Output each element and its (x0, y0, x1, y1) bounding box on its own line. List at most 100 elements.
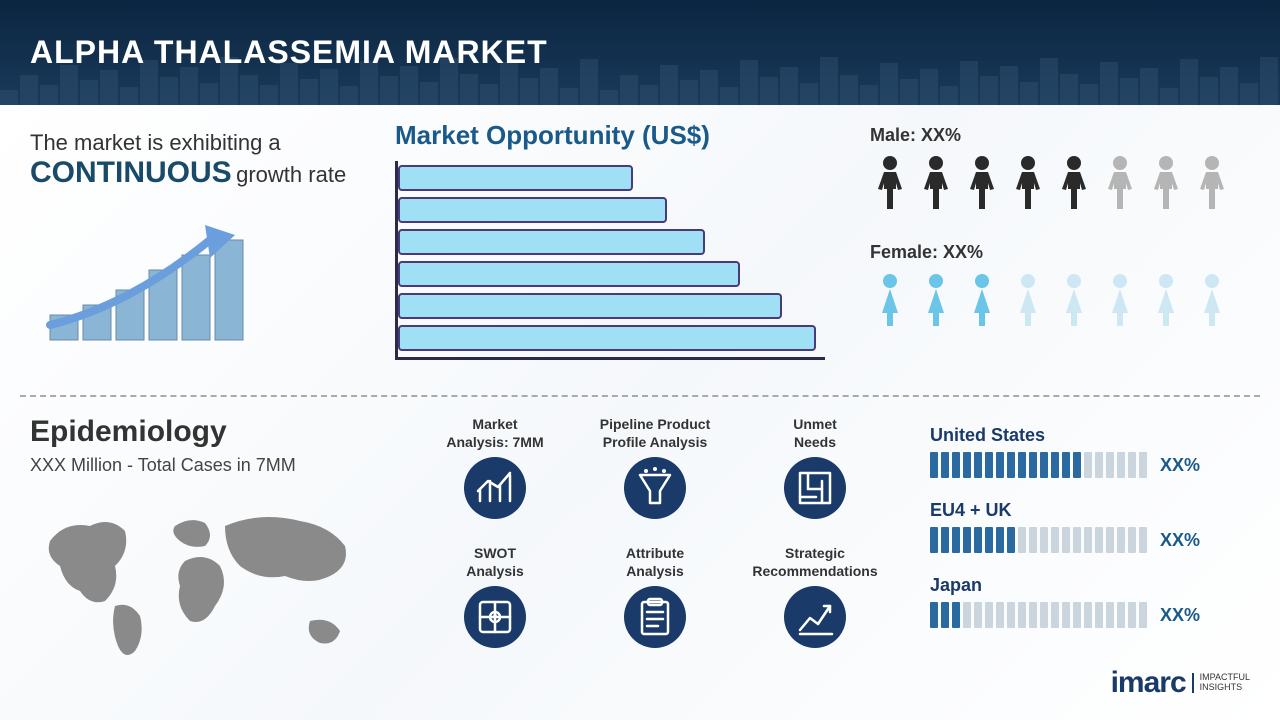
region-name: United States (930, 425, 1260, 446)
tally-mark (1139, 452, 1147, 478)
region-percent: XX% (1160, 530, 1200, 551)
tally-mark (963, 527, 971, 553)
swot-icon: ? (464, 586, 526, 648)
tally-mark (963, 452, 971, 478)
tally-mark (1095, 452, 1103, 478)
region-tally-row: XX% (930, 452, 1260, 478)
region-panel: United States XX% EU4 + UK XX% JapanXX% (930, 425, 1260, 650)
female-person-icon (870, 271, 910, 334)
female-person-icon (962, 271, 1002, 334)
tally-mark (1007, 602, 1015, 628)
tally-mark (1018, 602, 1026, 628)
epidemiology-panel: Epidemiology XXX Million - Total Cases i… (30, 415, 390, 676)
tally-mark (941, 452, 949, 478)
category-item: SWOTAnalysis? (420, 544, 570, 648)
tally-mark (1128, 602, 1136, 628)
section-divider (20, 395, 1260, 397)
tally-mark (1029, 452, 1037, 478)
tally-mark (1029, 527, 1037, 553)
tally-mark (1084, 602, 1092, 628)
opportunity-bar (398, 325, 816, 351)
tally-mark (1040, 527, 1048, 553)
male-person-icon (870, 154, 910, 217)
male-icon-row (870, 154, 1260, 217)
opportunity-title: Market Opportunity (US$) (395, 120, 825, 151)
world-map-icon (30, 491, 390, 676)
clipboard-icon (624, 586, 686, 648)
female-label: Female: XX% (870, 242, 1260, 263)
growth-rest: growth rate (236, 162, 346, 187)
tally-mark (1106, 602, 1114, 628)
tally-mark (985, 602, 993, 628)
tally-mark (974, 452, 982, 478)
growth-chart-icon (30, 210, 370, 355)
tally-mark (1073, 452, 1081, 478)
tally-mark (1139, 602, 1147, 628)
category-label: UnmetNeeds (793, 415, 837, 451)
tally-mark (1095, 527, 1103, 553)
tally-mark (974, 527, 982, 553)
region-name: EU4 + UK (930, 500, 1260, 521)
region-block: United States XX% (930, 425, 1260, 478)
tally-mark (930, 527, 938, 553)
female-person-icon (1054, 271, 1094, 334)
svg-text:?: ? (493, 613, 498, 622)
tally-mark (1106, 527, 1114, 553)
male-person-icon (1192, 154, 1232, 217)
category-label: Pipeline ProductProfile Analysis (600, 415, 710, 451)
tally-mark (930, 602, 938, 628)
male-label: Male: XX% (870, 125, 1260, 146)
tally-mark (952, 452, 960, 478)
tally-mark (1062, 452, 1070, 478)
opportunity-bar (398, 229, 705, 255)
tally-mark (996, 527, 1004, 553)
male-person-icon (1100, 154, 1140, 217)
tally-mark (985, 452, 993, 478)
tally-mark (1051, 452, 1059, 478)
page-title: ALPHA THALASSEMIA MARKET (30, 34, 548, 71)
chart-icon (464, 457, 526, 519)
tally-mark (996, 602, 1004, 628)
brand-logo: imarc IMPACTFUL INSIGHTS (1111, 666, 1250, 700)
region-block: JapanXX% (930, 575, 1260, 628)
tally-mark (1084, 527, 1092, 553)
content-area: The market is exhibiting a CONTINUOUS gr… (0, 105, 1280, 720)
opportunity-bar (398, 197, 667, 223)
category-item: StrategicRecommendations (740, 544, 890, 648)
tally-mark (1051, 527, 1059, 553)
category-label: MarketAnalysis: 7MM (446, 415, 543, 451)
category-label: StrategicRecommendations (752, 544, 877, 580)
tally-mark (1106, 452, 1114, 478)
tally-mark (985, 527, 993, 553)
tally-mark (1018, 527, 1026, 553)
female-icon-row (870, 271, 1260, 334)
tally-mark (1062, 527, 1070, 553)
tally-mark (1040, 602, 1048, 628)
category-label: AttributeAnalysis (626, 544, 684, 580)
tally-mark (963, 602, 971, 628)
opportunity-bar (398, 261, 740, 287)
tally-mark (974, 602, 982, 628)
female-person-icon (1192, 271, 1232, 334)
male-person-icon (1146, 154, 1186, 217)
tally-mark (1007, 527, 1015, 553)
female-person-icon (1008, 271, 1048, 334)
tally-mark (1128, 452, 1136, 478)
tally-mark (1084, 452, 1092, 478)
market-opportunity-panel: Market Opportunity (US$) (395, 120, 825, 360)
category-item: AttributeAnalysis (580, 544, 730, 648)
maze-icon (784, 457, 846, 519)
tally-mark (952, 527, 960, 553)
opportunity-bar (398, 165, 633, 191)
demographics-panel: Male: XX% Female: XX% (870, 125, 1260, 359)
growth-line2: CONTINUOUS growth rate (30, 156, 370, 190)
tally-mark (1128, 527, 1136, 553)
region-name: Japan (930, 575, 1260, 596)
tally-mark (1051, 602, 1059, 628)
tally-mark (952, 602, 960, 628)
epidemiology-subtitle: XXX Million - Total Cases in 7MM (30, 455, 390, 476)
category-label: SWOTAnalysis (466, 544, 524, 580)
logo-tagline-2: INSIGHTS (1200, 683, 1250, 693)
tally-mark (1117, 602, 1125, 628)
region-tally-row: XX% (930, 527, 1260, 553)
